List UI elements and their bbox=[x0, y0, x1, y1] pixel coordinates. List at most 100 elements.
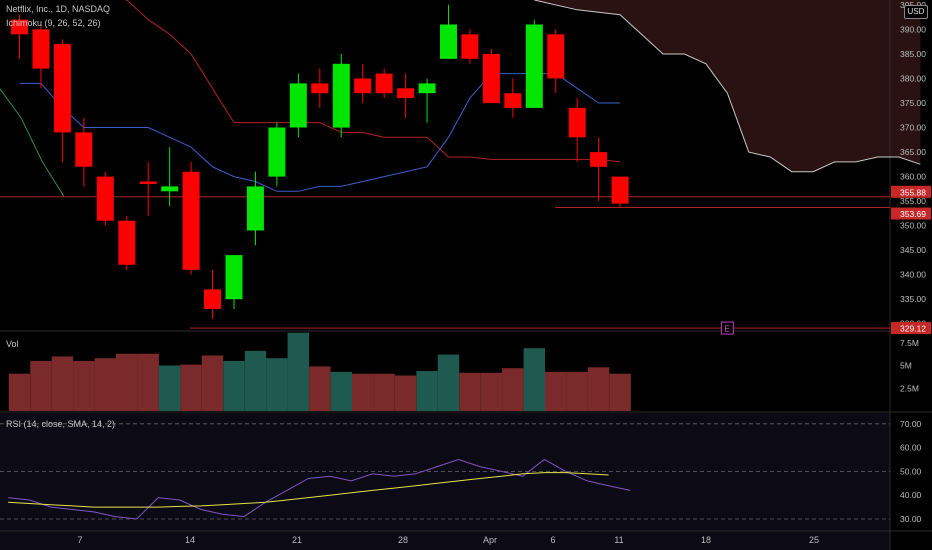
x-tick-label: 25 bbox=[809, 535, 819, 545]
rsi-pane-bg bbox=[0, 413, 890, 550]
x-tick-label: 7 bbox=[77, 535, 82, 545]
volume-bar bbox=[545, 371, 567, 411]
candle-body bbox=[11, 19, 28, 35]
price-label: 353.69 bbox=[900, 209, 926, 219]
currency-badge[interactable]: USD bbox=[904, 5, 928, 19]
price-tick-label: 335.00 bbox=[900, 294, 926, 304]
volume-bar bbox=[309, 366, 331, 411]
x-tick-label: 6 bbox=[550, 535, 555, 545]
price-tick-label: 390.00 bbox=[900, 24, 926, 34]
volume-bar bbox=[330, 371, 352, 411]
volume-bar bbox=[180, 364, 202, 411]
price-tick-label: 350.00 bbox=[900, 221, 926, 231]
symbol-title: Netflix, Inc., 1D, NASDAQ bbox=[6, 4, 111, 14]
volume-bar bbox=[502, 368, 524, 411]
volume-bar bbox=[30, 360, 52, 411]
candle-body bbox=[354, 78, 372, 94]
volume-bar bbox=[51, 356, 74, 411]
candle-body bbox=[482, 54, 500, 104]
kijun-line bbox=[124, 0, 621, 163]
volume-bar bbox=[137, 353, 159, 411]
candle-body bbox=[504, 93, 522, 108]
senkou-span-b-line bbox=[534, 0, 921, 173]
price-tick-label: 360.00 bbox=[900, 172, 926, 182]
candle-body bbox=[204, 289, 221, 309]
volume-bar bbox=[8, 373, 31, 411]
price-tick-label: 370.00 bbox=[900, 123, 926, 133]
volume-bar bbox=[159, 365, 181, 411]
volume-bar bbox=[223, 360, 245, 411]
volume-bar bbox=[416, 371, 438, 411]
ichimoku-legend[interactable]: Ichimoku (9, 26, 52, 26) bbox=[6, 18, 101, 28]
candle-body bbox=[96, 176, 114, 221]
volume-tick-label: 7.5M bbox=[900, 338, 919, 348]
volume-bar bbox=[352, 373, 374, 411]
earnings-marker-label: E bbox=[724, 325, 729, 334]
volume-bar bbox=[480, 372, 503, 411]
earnings-marker bbox=[720, 321, 734, 335]
ichimoku-cloud bbox=[534, 0, 921, 172]
price-label: 355.88 bbox=[900, 187, 926, 197]
candle-body bbox=[311, 83, 329, 94]
candle-body bbox=[268, 127, 286, 177]
rsi-tick-label: 30.00 bbox=[900, 514, 922, 524]
rsi-tick-label: 40.00 bbox=[900, 490, 922, 500]
candle-body bbox=[246, 186, 264, 231]
candle-body bbox=[225, 255, 243, 300]
volume-tick-label: 5M bbox=[900, 361, 912, 371]
candle-body bbox=[332, 63, 350, 128]
candle-body bbox=[32, 29, 50, 69]
price-tick-label: 395.00 bbox=[900, 0, 926, 10]
volume-bar bbox=[437, 354, 460, 411]
volume-bar bbox=[287, 332, 309, 411]
chikou-line bbox=[0, 88, 65, 197]
volume-bar bbox=[459, 372, 481, 411]
candle-body bbox=[75, 132, 93, 167]
candle-body bbox=[525, 24, 543, 108]
candle-body bbox=[139, 181, 157, 184]
price-label-bg bbox=[891, 322, 931, 335]
volume-bar bbox=[73, 360, 95, 411]
volume-tick-label: 2.5M bbox=[900, 383, 919, 393]
rsi-tick-label: 50.00 bbox=[900, 466, 922, 476]
price-tick-label: 385.00 bbox=[900, 49, 926, 59]
volume-bar bbox=[523, 348, 545, 411]
volume-bar bbox=[609, 373, 631, 411]
volume-bar bbox=[94, 358, 116, 411]
candle-body bbox=[375, 73, 393, 94]
x-tick-label: 21 bbox=[292, 535, 302, 545]
candle-body bbox=[461, 34, 479, 59]
rsi-legend[interactable]: RSI (14, close, SMA, 14, 2) bbox=[6, 419, 116, 429]
price-label-bg bbox=[891, 185, 931, 198]
volume-bar bbox=[394, 375, 417, 411]
candle-body bbox=[397, 88, 415, 99]
x-tick-label: 11 bbox=[614, 535, 623, 545]
volume-bar bbox=[201, 355, 224, 411]
volume-legend[interactable]: Vol bbox=[6, 339, 19, 349]
candle-body bbox=[53, 44, 71, 133]
volume-bar bbox=[566, 371, 588, 411]
candle-body bbox=[418, 83, 436, 94]
x-tick-label: 18 bbox=[701, 535, 711, 545]
x-tick-label: 28 bbox=[398, 535, 408, 545]
price-label-bg bbox=[891, 207, 931, 220]
candle-body bbox=[547, 34, 565, 79]
price-tick-label: 375.00 bbox=[900, 98, 926, 108]
rsi-ma-line bbox=[8, 472, 609, 508]
candle-body bbox=[118, 220, 136, 265]
candle-body bbox=[161, 186, 179, 192]
rsi-tick-label: 60.00 bbox=[900, 443, 922, 453]
candle-body bbox=[590, 152, 608, 167]
volume-bar bbox=[587, 367, 610, 411]
price-label: 329.12 bbox=[900, 324, 926, 334]
price-tick-label: 355.00 bbox=[900, 196, 926, 206]
price-tick-label: 380.00 bbox=[900, 73, 926, 83]
price-tick-label: 345.00 bbox=[900, 245, 926, 255]
candle-body bbox=[568, 107, 586, 138]
volume-bar bbox=[244, 350, 267, 411]
volume-bar bbox=[116, 353, 138, 411]
candle-body bbox=[182, 171, 200, 270]
rsi-tick-label: 70.00 bbox=[900, 419, 922, 429]
candle-body bbox=[440, 24, 457, 59]
